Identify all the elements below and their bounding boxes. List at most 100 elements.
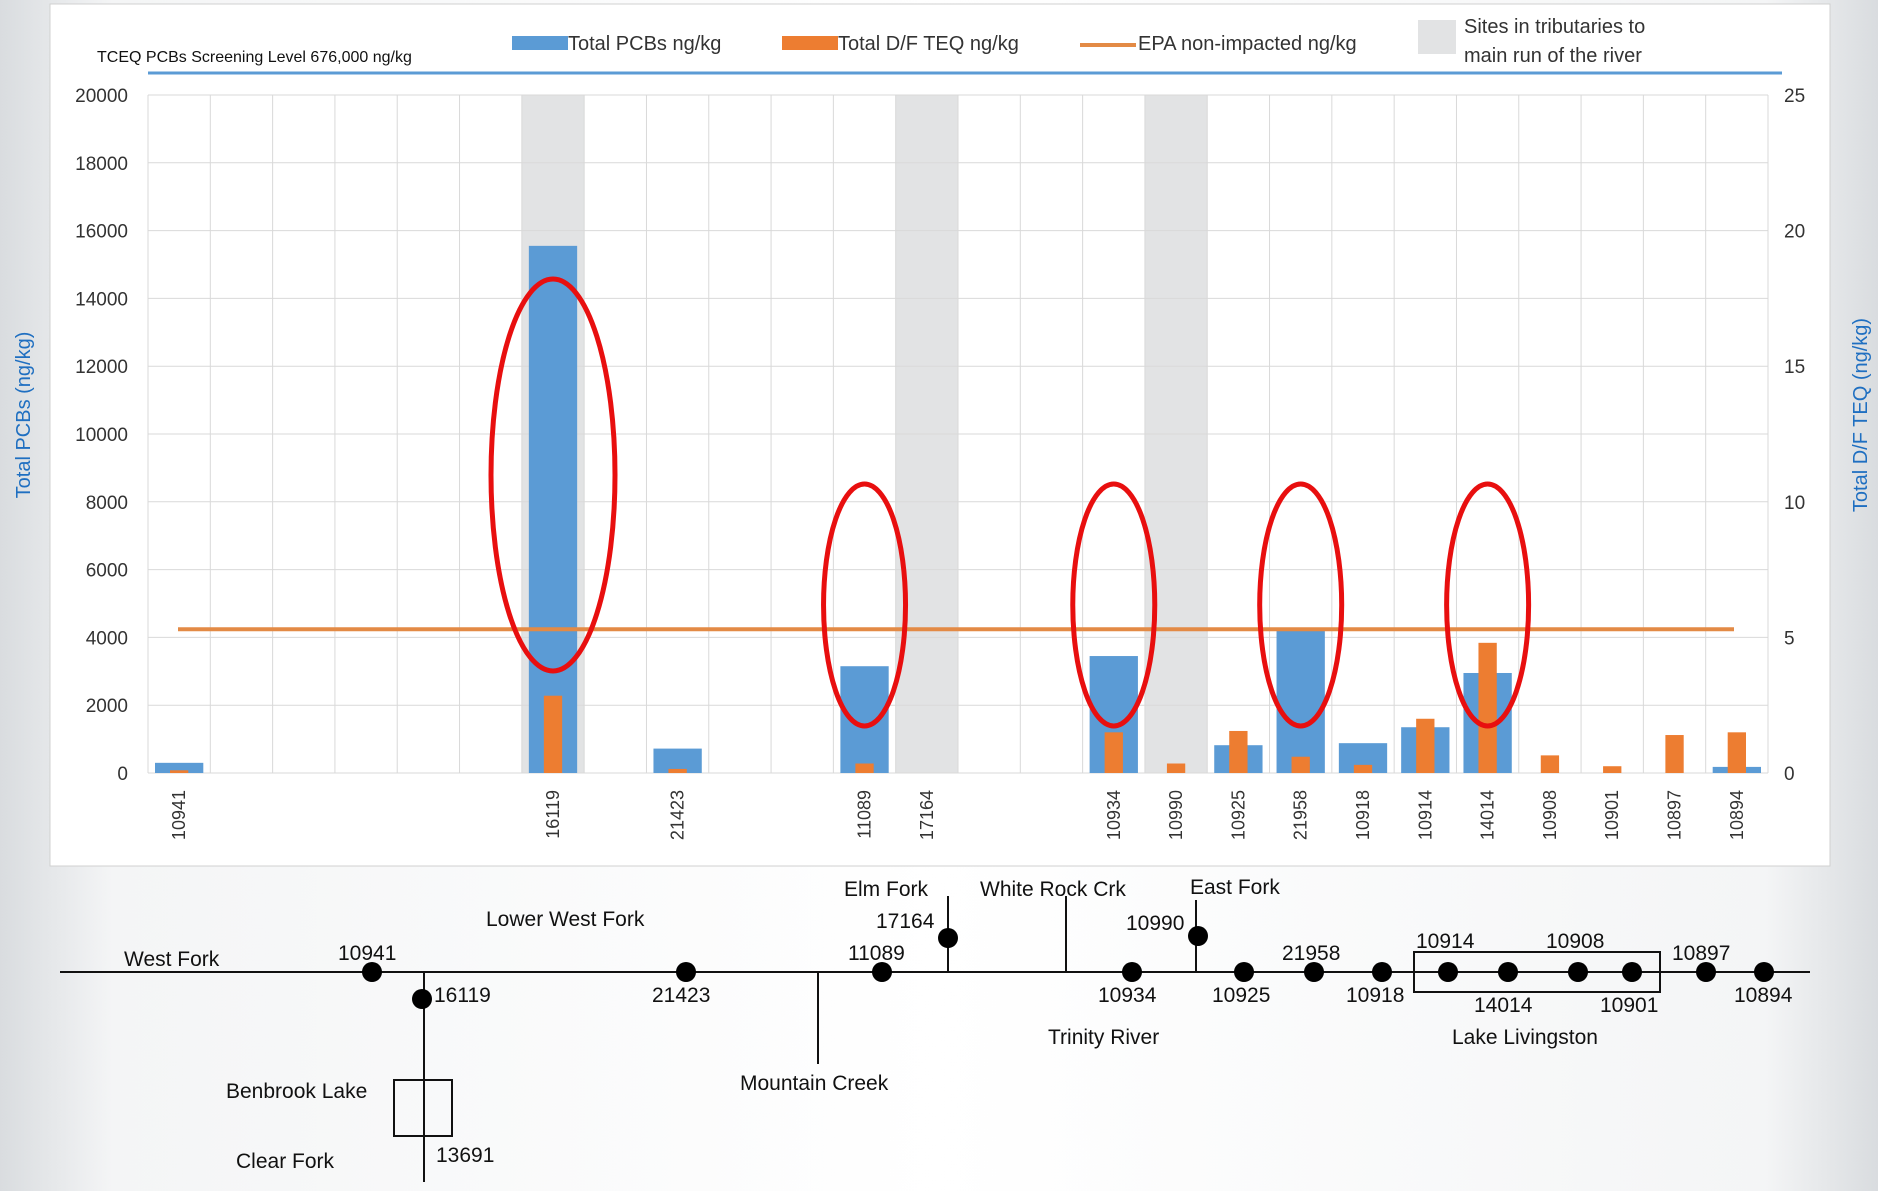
label-clear-fork: Clear Fork [236, 1150, 335, 1173]
x-tick-10941: 10941 [169, 790, 189, 840]
bar-pcbs-11089 [840, 666, 889, 773]
y-tick-left-18000: 18000 [75, 154, 128, 175]
site-label-16119: 16119 [434, 984, 491, 1007]
legend-label-epa: EPA non-impacted ng/kg [1138, 33, 1357, 55]
site-label-13691: 13691 [436, 1144, 494, 1167]
x-tick-17164: 17164 [917, 790, 937, 840]
bar-teq-21958 [1291, 756, 1310, 773]
site-label-10901: 10901 [1600, 994, 1658, 1017]
label-lower-west-fork: Lower West Fork [486, 908, 645, 931]
x-tick-10990: 10990 [1166, 790, 1186, 840]
bar-teq-11089 [855, 763, 874, 773]
site-dot-10934 [1122, 962, 1142, 982]
y-tick-left-2000: 2000 [86, 696, 128, 717]
x-tick-labels: 10941 16119 21423 11089 17164 10934 10990 10925… [169, 790, 1747, 840]
y-tick-left-10000: 10000 [75, 425, 128, 446]
ticks: 2000018000160001400012000100008000600040… [75, 86, 1805, 785]
y-axis-title-left: Total PCBs (ng/kg) [13, 332, 35, 499]
highlight-ellipse-11089 [821, 481, 909, 729]
bar-teq-21423 [668, 768, 687, 773]
highlight-ellipse-21958 [1257, 481, 1345, 729]
x-tick-11089: 11089 [855, 790, 875, 839]
site-dot-14014 [1498, 962, 1518, 982]
x-tick-10908: 10908 [1540, 790, 1560, 840]
y-tick-right-15: 15 [1784, 357, 1805, 378]
gridlines [147, 94, 1769, 774]
site-label-14014: 14014 [1474, 994, 1533, 1017]
site-dot-21423 [676, 962, 696, 982]
label-west-fork: West Fork [124, 948, 220, 971]
y-tick-left-0: 0 [117, 764, 128, 785]
y-tick-left-14000: 14000 [75, 289, 128, 310]
bar-teq-14014 [1478, 642, 1497, 773]
site-label-10914: 10914 [1416, 930, 1475, 953]
benbrook-lake-box [393, 1079, 453, 1137]
y-tick-left-8000: 8000 [86, 493, 128, 514]
highlight-ellipse-14014 [1444, 481, 1532, 729]
site-dot-10914 [1438, 962, 1458, 982]
bar-teq-10914 [1416, 718, 1435, 773]
river-schematic [60, 896, 1810, 1182]
y-tick-right-0: 0 [1784, 764, 1795, 785]
site-dot-10990 [1188, 926, 1208, 946]
x-tick-10901: 10901 [1602, 790, 1622, 840]
site-dot-10941 [362, 962, 382, 982]
bar-pcbs-16119 [528, 245, 578, 774]
bar-teq-10990 [1166, 763, 1186, 773]
x-tick-21958: 21958 [1291, 790, 1311, 840]
bar-teq-10941 [170, 770, 189, 773]
site-dot-10918 [1372, 962, 1392, 982]
river-sites [362, 926, 1774, 1009]
highlight-circles [488, 276, 1532, 729]
bar-teq-10908 [1540, 755, 1560, 773]
site-label-10934: 10934 [1098, 984, 1157, 1007]
x-tick-16119: 16119 [543, 790, 563, 839]
legend: Total PCBs ng/kg Total D/F TEQ ng/kg EPA… [512, 16, 1645, 67]
highlight-ellipse-10934 [1070, 481, 1158, 729]
y-tick-left-12000: 12000 [75, 357, 128, 378]
site-dot-17164 [938, 928, 958, 948]
site-label-11089: 11089 [848, 942, 905, 965]
x-tick-10897: 10897 [1665, 790, 1685, 840]
legend-swatch-pcbs [512, 36, 568, 50]
site-dot-10908 [1568, 962, 1588, 982]
site-dot-10901 [1622, 962, 1642, 982]
legend-swatch-teq [782, 36, 838, 50]
x-tick-14014: 14014 [1478, 790, 1498, 840]
bar-teq-10894 [1727, 732, 1746, 773]
x-tick-10934: 10934 [1104, 790, 1124, 840]
legend-label-teq: Total D/F TEQ ng/kg [838, 33, 1019, 55]
x-tick-10918: 10918 [1353, 790, 1373, 840]
site-dot-16119 [412, 989, 432, 1009]
site-label-10908: 10908 [1546, 930, 1604, 953]
bar-pcbs-10941 [155, 762, 204, 773]
y-tick-right-25: 25 [1784, 86, 1805, 107]
bar-teq-10934 [1104, 732, 1123, 773]
bars [155, 245, 1761, 774]
bar-teq-10897 [1665, 735, 1684, 773]
site-label-17164: 17164 [876, 910, 935, 933]
x-tick-10894: 10894 [1727, 790, 1747, 840]
label-lake-livingston: Lake Livingston [1452, 1026, 1598, 1049]
screening-level-note: TCEQ PCBs Screening Level 676,000 ng/kg [97, 49, 412, 66]
site-dot-11089 [872, 962, 892, 982]
site-label-10897: 10897 [1672, 942, 1730, 965]
y-tick-left-20000: 20000 [75, 86, 128, 107]
highlight-ellipse-16119 [488, 276, 618, 674]
legend-swatch-tributary [1418, 20, 1456, 54]
label-benbrook-lake: Benbrook Lake [226, 1080, 367, 1103]
y-tick-right-5: 5 [1784, 628, 1795, 649]
bar-teq-10901 [1603, 766, 1622, 773]
bar-teq-16119 [543, 695, 563, 773]
site-label-21423: 21423 [652, 984, 710, 1007]
label-elm-fork: Elm Fork [844, 878, 929, 901]
site-dot-10897 [1696, 962, 1716, 982]
label-white-rock: White Rock Crk [980, 878, 1126, 901]
x-tick-10925: 10925 [1228, 790, 1248, 840]
site-label-10941: 10941 [338, 942, 396, 965]
site-dot-21958 [1304, 962, 1324, 982]
site-dot-10925 [1234, 962, 1254, 982]
y-tick-left-16000: 16000 [75, 222, 128, 243]
label-trinity-river: Trinity River [1048, 1026, 1159, 1049]
